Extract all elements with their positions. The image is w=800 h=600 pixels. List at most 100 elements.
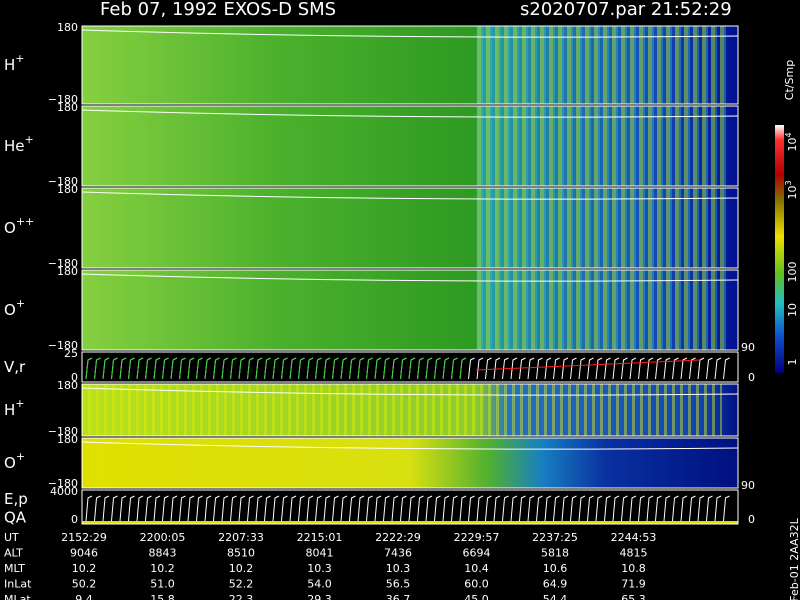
cell: 36.7 bbox=[386, 593, 411, 600]
label-text: 1 bbox=[786, 359, 799, 366]
panel-label: E,p bbox=[4, 490, 28, 508]
cell: 2229:57 bbox=[454, 531, 500, 544]
label-sup: + bbox=[15, 52, 24, 65]
y-tick-label: 25 bbox=[64, 347, 78, 360]
cell: 71.9 bbox=[621, 578, 646, 591]
red-trace bbox=[475, 359, 701, 371]
panel-label: V,r bbox=[4, 358, 26, 376]
cell: 2237:25 bbox=[532, 531, 578, 544]
cell: 10.2 bbox=[229, 562, 254, 575]
label-text: 10 bbox=[786, 303, 799, 317]
cell: 2200:05 bbox=[140, 531, 186, 544]
right-tick-label: 90 bbox=[741, 341, 755, 354]
cell: 60.0 bbox=[464, 578, 489, 591]
y-tick-label: 180 bbox=[57, 21, 78, 34]
y-tick-label: 180 bbox=[57, 265, 78, 278]
cell: 2215:01 bbox=[297, 531, 343, 544]
panel-label: H+ bbox=[4, 397, 25, 419]
row-name: ALT bbox=[4, 547, 23, 560]
cell: 10.2 bbox=[72, 562, 97, 575]
cell: 56.5 bbox=[386, 578, 411, 591]
file-info: s2020707.par 21:52:29 bbox=[520, 0, 732, 20]
cell: 22.3 bbox=[229, 593, 254, 600]
right-tick-label: 0 bbox=[748, 513, 755, 526]
cell: 2222:29 bbox=[375, 531, 421, 544]
panel-label: O+ bbox=[4, 450, 25, 472]
cell: 8510 bbox=[227, 547, 255, 560]
cell: 54.0 bbox=[307, 578, 332, 591]
y-tick-label: 0 bbox=[71, 513, 78, 526]
y-tick-label: 180 bbox=[57, 101, 78, 114]
y-tick-label: −180 bbox=[48, 425, 78, 438]
colorbar-unit: Ct/Smp bbox=[783, 60, 796, 100]
footer: Feb-01 2AA32L bbox=[788, 517, 800, 600]
cell: 2152:29 bbox=[61, 531, 107, 544]
label-text: O bbox=[4, 219, 16, 237]
label-text: O bbox=[4, 454, 16, 472]
label-text: O bbox=[4, 301, 16, 319]
label-text: 10 bbox=[786, 138, 799, 152]
colorbar-label: 100 bbox=[786, 262, 799, 283]
y-tick-label: −180 bbox=[48, 339, 78, 352]
label-text: 100 bbox=[786, 262, 799, 283]
cell: 2244:53 bbox=[611, 531, 657, 544]
panel-frame bbox=[81, 383, 739, 437]
y-tick-label: 4000 bbox=[50, 485, 78, 498]
row-name: UT bbox=[4, 531, 19, 544]
panel-label: H+ bbox=[4, 52, 25, 74]
label-text: H bbox=[4, 401, 15, 419]
cell: 7436 bbox=[384, 547, 412, 560]
spectrogram-stripes bbox=[82, 384, 722, 436]
y-tick-label: −180 bbox=[48, 175, 78, 188]
panel-frame bbox=[81, 105, 739, 187]
panel-label: QA bbox=[4, 509, 27, 527]
label-sup: 3 bbox=[784, 180, 793, 185]
trace-line bbox=[81, 387, 739, 396]
spectrogram-stripes bbox=[476, 106, 726, 186]
panel-frame bbox=[81, 489, 739, 525]
label-text: H bbox=[4, 56, 15, 74]
y-tick-label: 180 bbox=[57, 379, 78, 392]
label-sup: ++ bbox=[16, 215, 34, 228]
label-text: He bbox=[4, 137, 25, 155]
label-sup: + bbox=[15, 397, 24, 410]
cell: 10.4 bbox=[464, 562, 489, 575]
row-name: MLat bbox=[4, 593, 31, 600]
cell: 64.9 bbox=[543, 578, 568, 591]
trace-line bbox=[81, 441, 739, 450]
row-name: MLT bbox=[4, 562, 25, 575]
y-tick-label: −180 bbox=[48, 257, 78, 270]
label-text: 10 bbox=[786, 186, 799, 200]
panel-frame bbox=[81, 351, 739, 383]
cell: 5818 bbox=[541, 547, 569, 560]
colorbar-label: 1 bbox=[786, 359, 799, 366]
panel-frame bbox=[81, 269, 739, 351]
cell: 45.0 bbox=[464, 593, 489, 600]
cell: 54.4 bbox=[543, 593, 568, 600]
label-sup: + bbox=[25, 133, 34, 146]
panel-label: O+ bbox=[4, 297, 25, 319]
cell: 65.3 bbox=[621, 593, 646, 600]
label-sup: + bbox=[16, 450, 25, 463]
sweep-trace bbox=[85, 357, 730, 380]
trace-line bbox=[81, 191, 739, 200]
cell: 29.3 bbox=[307, 593, 332, 600]
label-text: V,r bbox=[4, 358, 26, 376]
right-tick-label: 0 bbox=[748, 371, 755, 384]
cell: 10.6 bbox=[543, 562, 568, 575]
trace-line bbox=[81, 29, 739, 38]
y-tick-label: −180 bbox=[48, 93, 78, 106]
trace-line bbox=[81, 109, 739, 118]
cell: 51.0 bbox=[150, 578, 175, 591]
sweep-trace bbox=[85, 495, 730, 522]
label-text: E,p bbox=[4, 490, 28, 508]
cell: 52.2 bbox=[229, 578, 254, 591]
y-tick-label: 180 bbox=[57, 183, 78, 196]
cell: 9046 bbox=[70, 547, 98, 560]
cell: 9.4 bbox=[75, 593, 93, 600]
cell: 50.2 bbox=[72, 578, 97, 591]
spectrogram bbox=[82, 438, 738, 488]
panel-label: O++ bbox=[4, 215, 34, 237]
qa-strip bbox=[82, 521, 738, 524]
